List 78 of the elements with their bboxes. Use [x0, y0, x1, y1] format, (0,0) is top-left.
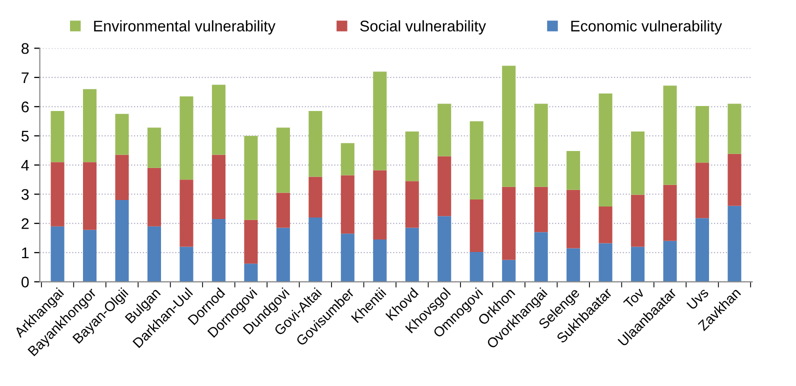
bar — [308, 176, 322, 218]
bar — [631, 131, 645, 195]
y-tick-label: 4 — [21, 160, 29, 171]
y-tick-label: 5 — [22, 130, 29, 142]
bar — [308, 218, 322, 282]
bar — [438, 156, 452, 216]
bar — [728, 206, 742, 282]
bar — [147, 128, 162, 168]
bar — [728, 104, 742, 154]
bar — [566, 151, 580, 190]
bar — [147, 168, 162, 226]
bar — [502, 260, 516, 282]
bar — [470, 252, 484, 282]
bar — [728, 154, 742, 206]
bar — [244, 136, 258, 220]
legend-label: Environmental vulnerability — [94, 20, 276, 34]
bar — [115, 154, 129, 200]
bar — [598, 206, 612, 244]
bar — [405, 181, 419, 228]
bar — [276, 228, 290, 282]
bar — [244, 220, 258, 264]
legend-label: Economic vulnerability — [571, 20, 722, 34]
y-tick-label: 2 — [22, 218, 29, 229]
bar — [212, 219, 226, 282]
bar — [405, 131, 419, 182]
y-tick-label: 1 — [22, 248, 29, 258]
bar — [82, 162, 97, 230]
bar — [631, 194, 645, 247]
bar — [276, 128, 290, 193]
bar — [340, 143, 354, 176]
bar — [534, 232, 548, 282]
bar — [147, 226, 162, 282]
bar — [180, 180, 194, 247]
bar — [308, 111, 322, 177]
y-tick-label: 8 — [22, 43, 29, 54]
bar — [695, 162, 710, 218]
legend-label: Social vulnerability — [360, 20, 486, 34]
bar — [373, 170, 387, 240]
bar — [373, 239, 387, 282]
bar — [534, 104, 548, 187]
bar — [340, 234, 354, 282]
bar — [115, 200, 129, 282]
bar — [502, 66, 516, 187]
bar — [50, 111, 64, 162]
y-tick-label: 7 — [22, 72, 29, 83]
bar — [438, 104, 452, 156]
bar — [373, 72, 387, 170]
y-tick-label: 0 — [21, 276, 29, 288]
bar — [663, 184, 677, 241]
bar — [695, 106, 710, 163]
bar — [405, 228, 419, 282]
bar — [82, 89, 97, 162]
y-tick-label: 6 — [22, 102, 29, 112]
bar — [663, 86, 677, 185]
bar — [695, 218, 710, 282]
y-tick-label: 3 — [21, 189, 29, 200]
bar — [470, 121, 484, 200]
bar — [115, 114, 129, 155]
bar — [631, 246, 645, 282]
bar — [180, 96, 194, 180]
bar — [566, 248, 580, 282]
bar — [470, 199, 484, 252]
bar — [82, 230, 97, 282]
bar — [212, 84, 226, 155]
bar — [50, 162, 64, 226]
bar — [534, 186, 548, 232]
bar — [598, 243, 612, 282]
bar — [212, 154, 226, 220]
bar — [50, 226, 64, 282]
bar — [180, 246, 194, 282]
bar — [566, 190, 580, 248]
bar — [340, 175, 354, 234]
bar — [276, 192, 290, 228]
bar — [663, 240, 677, 282]
bar — [438, 216, 452, 282]
bar — [502, 186, 516, 260]
bar — [598, 93, 612, 206]
bar — [244, 264, 258, 282]
